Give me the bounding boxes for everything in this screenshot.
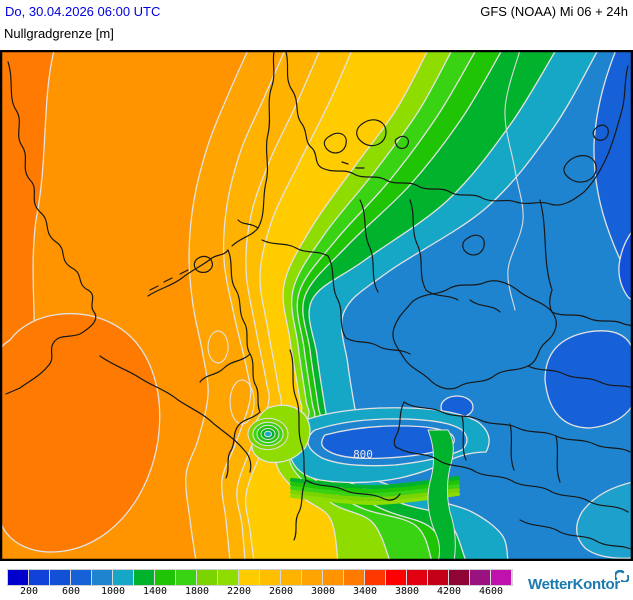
map-shape bbox=[551, 311, 633, 327]
map-shape bbox=[356, 119, 387, 147]
legend-swatch bbox=[92, 570, 112, 585]
legend-tick-label: 200 bbox=[19, 586, 39, 597]
map-shape bbox=[227, 249, 261, 413]
contour-minimum-rings bbox=[264, 430, 272, 438]
map-shape bbox=[403, 401, 631, 453]
map-parameter-label: Nullgradgrenze [m] bbox=[4, 26, 114, 41]
legend-swatch bbox=[365, 570, 385, 585]
map-shape bbox=[618, 229, 633, 302]
legend-swatch bbox=[260, 570, 280, 585]
legend-swatch bbox=[176, 570, 196, 585]
legend-swatch bbox=[113, 570, 133, 585]
map-shape bbox=[592, 124, 609, 141]
map-shape bbox=[563, 155, 597, 183]
legend-tick-label: 3400 bbox=[352, 586, 378, 597]
contour-label-800: 800 bbox=[353, 448, 373, 461]
legend-tick-label: 1400 bbox=[142, 586, 168, 597]
map-shape bbox=[425, 289, 459, 301]
legend-tick-label: 3800 bbox=[394, 586, 420, 597]
map-shape bbox=[207, 330, 229, 364]
map-shape bbox=[149, 269, 189, 291]
map-shape bbox=[261, 239, 329, 257]
map-shape bbox=[393, 401, 405, 449]
map-shape bbox=[285, 51, 323, 169]
map-shape bbox=[394, 135, 409, 150]
legend-tick-label: 2200 bbox=[226, 586, 252, 597]
map-frame bbox=[0, 50, 633, 561]
map-shape bbox=[461, 415, 561, 483]
legend-swatch bbox=[449, 570, 469, 585]
map-shape bbox=[427, 429, 456, 561]
map-shape bbox=[462, 234, 485, 256]
map-shape bbox=[99, 355, 252, 473]
map-shape bbox=[321, 65, 629, 206]
legend-tick-label: 2600 bbox=[268, 586, 294, 597]
map-shape bbox=[397, 447, 629, 513]
legend-swatch bbox=[50, 570, 70, 585]
map-shape bbox=[193, 255, 213, 273]
legend-swatch bbox=[323, 570, 343, 585]
legend-swatch bbox=[491, 570, 511, 585]
legend-tick-label: 600 bbox=[61, 586, 81, 597]
legend-tick-label: 1000 bbox=[100, 586, 126, 597]
legend-swatch bbox=[470, 570, 490, 585]
map-shape bbox=[147, 249, 229, 297]
map-shape bbox=[341, 161, 365, 169]
map-shape bbox=[345, 337, 411, 355]
wetterkontor-swirl-icon bbox=[615, 570, 629, 582]
map-shape bbox=[519, 519, 633, 551]
freezing-level-map: 800 bbox=[0, 50, 633, 561]
map-shape bbox=[199, 353, 251, 383]
map-shape bbox=[469, 299, 501, 313]
map-shape bbox=[409, 199, 427, 291]
legend-swatch bbox=[239, 570, 259, 585]
map-shape bbox=[539, 199, 553, 313]
map-shape bbox=[229, 379, 255, 425]
map-shape bbox=[321, 425, 455, 460]
wetterkontor-logo[interactable]: WetterKontor bbox=[528, 576, 620, 593]
map-shape bbox=[327, 255, 347, 339]
map-shape bbox=[359, 199, 379, 293]
map-datetime-label: Do, 30.04.2026 06:00 UTC bbox=[5, 4, 161, 19]
legend-tick-label: 4600 bbox=[478, 586, 504, 597]
model-run-label: GFS (NOAA) Mi 06 + 24h bbox=[480, 4, 628, 19]
map-shape bbox=[5, 61, 97, 395]
map-shape bbox=[305, 479, 401, 501]
legend-tick-label: 1800 bbox=[184, 586, 210, 597]
legend-swatch bbox=[428, 570, 448, 585]
legend-swatch bbox=[302, 570, 322, 585]
legend-tick-row: 200 600 1000 1400 1800 2200 2600 3000 3400 3800 42… bbox=[0, 586, 633, 598]
legend-tick-label: 3000 bbox=[310, 586, 336, 597]
legend-swatch bbox=[344, 570, 364, 585]
map-shape bbox=[257, 51, 275, 229]
legend-swatch bbox=[29, 570, 49, 585]
legend-swatch bbox=[71, 570, 91, 585]
map-shape bbox=[323, 132, 347, 154]
legend-swatch bbox=[8, 570, 28, 585]
map-shape bbox=[225, 411, 261, 479]
map-shape bbox=[504, 50, 524, 311]
legend-tick-label: 4200 bbox=[436, 586, 462, 597]
legend-swatch bbox=[407, 570, 427, 585]
legend-swatch bbox=[386, 570, 406, 585]
legend-color-bar bbox=[7, 569, 513, 586]
legend-swatch bbox=[281, 570, 301, 585]
map-shape bbox=[293, 479, 307, 541]
map-shape bbox=[289, 349, 307, 481]
map-shape bbox=[527, 365, 633, 389]
legend-swatch bbox=[134, 570, 154, 585]
legend-swatch bbox=[155, 570, 175, 585]
legend-swatch bbox=[197, 570, 217, 585]
legend-swatch bbox=[218, 570, 238, 585]
